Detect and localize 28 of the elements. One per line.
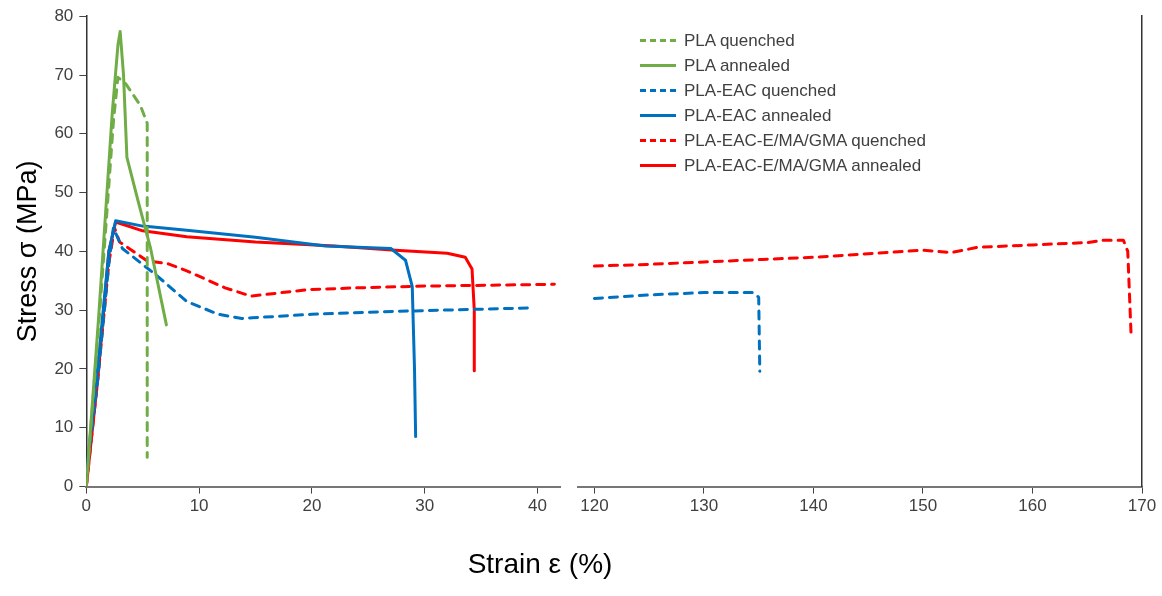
x-axis-title: Strain ε (%) bbox=[466, 548, 614, 580]
y-tick-label: 40 bbox=[54, 241, 74, 261]
y-tick-label: 30 bbox=[54, 299, 74, 319]
y-axis-title: Stress σ (MPa) bbox=[11, 160, 42, 343]
x-tick-label: 140 bbox=[799, 496, 828, 516]
x-tick-label: 120 bbox=[580, 496, 609, 516]
x-tick-label: 40 bbox=[527, 496, 547, 516]
x-tick-label: 0 bbox=[81, 496, 92, 516]
x-tick-label: 160 bbox=[1018, 496, 1047, 516]
x-tick-label: 150 bbox=[908, 496, 938, 516]
legend-label: PLA annealed bbox=[684, 55, 790, 76]
x-tick-label: 130 bbox=[689, 496, 719, 516]
y-tick-label: 80 bbox=[54, 5, 74, 25]
y-tick-label: 70 bbox=[54, 64, 74, 84]
x-tick-label: 20 bbox=[302, 496, 322, 516]
y-tick-label: 50 bbox=[54, 182, 74, 202]
x-tick-label: 30 bbox=[415, 496, 435, 516]
legend-label: PLA-EAC-E/MA/GMA quenched bbox=[684, 130, 926, 151]
x-tick-label: 10 bbox=[189, 496, 209, 516]
legend-label: PLA-EAC annealed bbox=[684, 105, 832, 126]
y-tick-label: 0 bbox=[63, 476, 74, 496]
y-tick-label: 20 bbox=[54, 358, 74, 378]
x-tick-label: 170 bbox=[1127, 496, 1157, 516]
legend-label: PLA-EAC-E/MA/GMA annealed bbox=[684, 155, 922, 176]
legend-label: PLA-EAC quenched bbox=[684, 80, 837, 101]
legend-label: PLA quenched bbox=[684, 30, 795, 51]
y-tick-label: 60 bbox=[54, 123, 74, 143]
y-tick-label: 10 bbox=[54, 417, 74, 437]
